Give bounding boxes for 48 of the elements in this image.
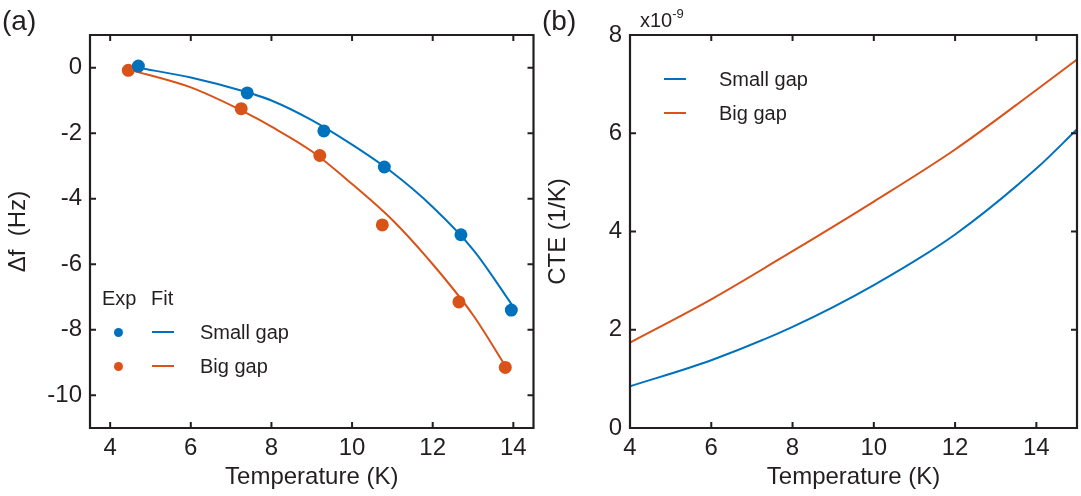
y-tick-label: 0: [68, 52, 82, 80]
y-axis-title: CTE (1/K): [543, 178, 571, 285]
x-tick-label: 10: [860, 433, 888, 461]
y-tick-label: -2: [60, 117, 82, 145]
point: [240, 86, 254, 100]
chart-title: (b): [542, 5, 577, 36]
y-tick-label: 8: [608, 19, 622, 47]
y-tick-label: 2: [608, 314, 622, 342]
x-tick-label: 14: [1023, 433, 1050, 461]
legend-label: Small gap: [719, 67, 808, 91]
chart-title: (a): [2, 5, 37, 36]
y-tick-label: -10: [47, 379, 82, 407]
point: [317, 124, 331, 138]
x-tick-label: 12: [419, 433, 447, 461]
point: [313, 149, 327, 163]
x-tick-label: 4: [103, 433, 117, 461]
line-series: [630, 128, 1077, 388]
point: [131, 59, 145, 73]
annotation: Exp: [102, 286, 137, 310]
x-axis-title: Temperature (K): [766, 462, 941, 490]
x-tick-label: 8: [785, 433, 800, 461]
y-tick-label: 6: [608, 117, 622, 145]
x-tick-label: 10: [338, 433, 366, 461]
legend-label: Big gap: [200, 354, 268, 378]
x-tick-label: 8: [264, 433, 279, 461]
x-tick-label: 12: [941, 433, 969, 461]
annotation: Fit: [151, 286, 174, 310]
point: [377, 160, 391, 174]
y-tick-label: -8: [60, 314, 82, 342]
y-tick-label: -6: [60, 248, 82, 276]
x-tick-label: 14: [499, 433, 527, 461]
y-tick-label: 4: [608, 216, 622, 244]
point: [498, 360, 512, 374]
point: [504, 303, 518, 317]
point: [121, 63, 135, 77]
point: [234, 102, 248, 116]
point: [454, 228, 468, 242]
x-tick-label: 6: [184, 433, 198, 461]
point: [375, 218, 389, 232]
y-tick-label: -4: [60, 183, 82, 211]
legend-label: Big gap: [719, 101, 787, 125]
legend-label: Small gap: [200, 320, 289, 344]
y-tick-label: 0: [608, 412, 622, 440]
y-axis-title: Δf (Hz): [3, 190, 31, 273]
x-tick-label: 6: [704, 433, 718, 461]
line-series: [630, 58, 1077, 344]
x-axis-title: Temperature (K): [225, 462, 399, 490]
point: [452, 295, 466, 309]
